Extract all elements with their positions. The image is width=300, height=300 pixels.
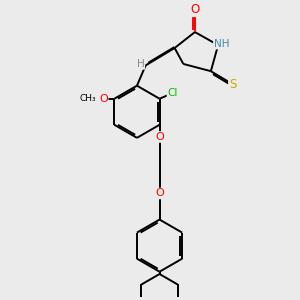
Text: O: O (99, 94, 108, 104)
Text: Cl: Cl (167, 88, 178, 98)
Text: NH: NH (214, 39, 229, 49)
Text: S: S (229, 78, 236, 91)
Text: CH₃: CH₃ (80, 94, 97, 103)
Text: O: O (190, 3, 200, 16)
Text: O: O (155, 188, 164, 199)
Text: H: H (136, 59, 144, 69)
Text: O: O (155, 132, 164, 142)
